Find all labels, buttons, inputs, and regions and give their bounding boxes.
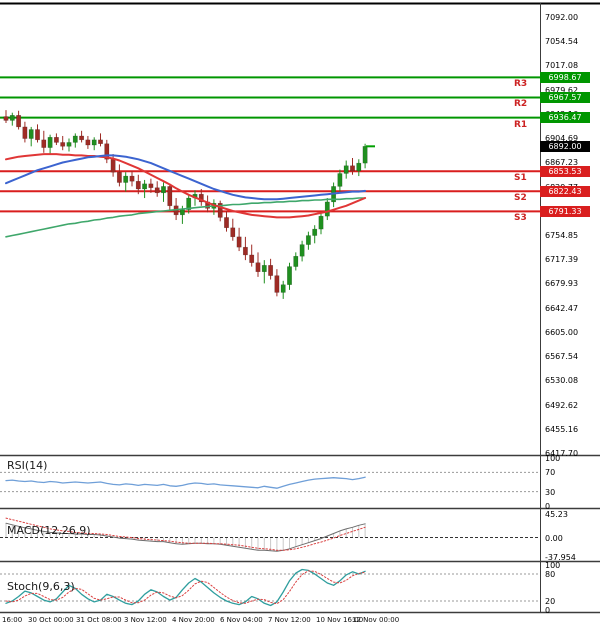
rsi-indicator-label: RSI(14) — [7, 459, 48, 472]
stoch-indicator-label: Stoch(9,6,3) — [7, 580, 75, 593]
macd-indicator-label: MACD(12,26,9) — [7, 524, 91, 537]
